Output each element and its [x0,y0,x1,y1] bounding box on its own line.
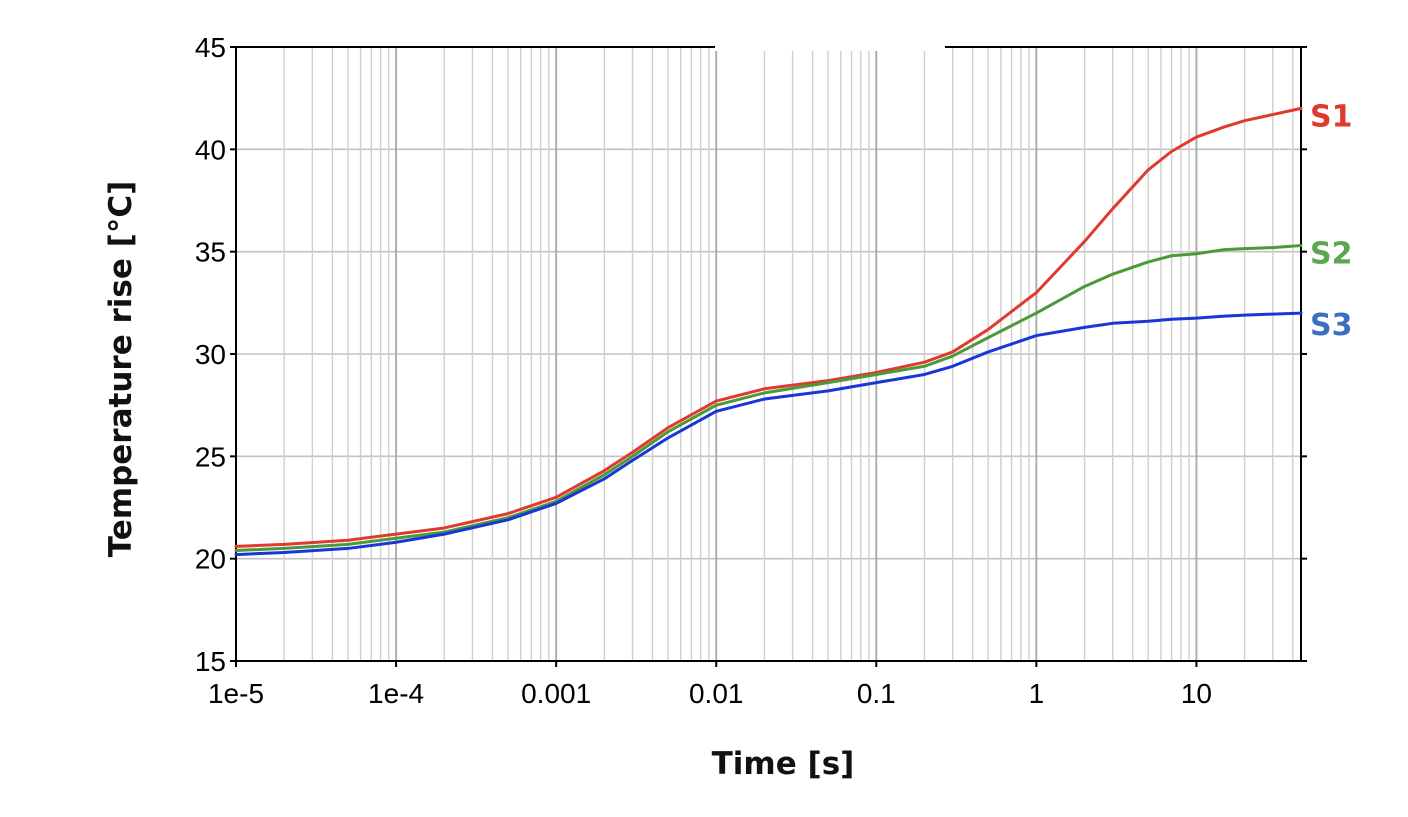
y-tick-label: 45 [195,32,226,63]
series-line-s2 [234,244,1303,552]
x-tick-label: 0.01 [689,678,744,709]
x-tick-label: 0.001 [521,678,591,709]
x-tick-label: 1e-4 [368,678,424,709]
y-axis-title: Temperature rise [°C] [103,181,139,558]
y-tick-label: 20 [195,544,226,575]
y-tick-label: 30 [195,339,226,370]
x-tick-label: 1e-5 [208,678,264,709]
frame-gap [715,43,945,51]
x-tick-label: 1 [1029,678,1045,709]
series-layer [234,106,1303,557]
axis-layer: 15 20 25 30 35 40 45 1e-5 1e-4 0.001 0.01 0.1 1 10 [195,32,1307,709]
x-axis-title: Time [s] [712,746,855,782]
y-tick-label: 25 [195,441,226,472]
series-label-s1: S1 [1310,99,1352,134]
x-tick-label: 0.1 [857,678,896,709]
series-label-s2: S2 [1310,237,1352,272]
grid-layer [235,46,1301,662]
label-layer: S1 S2 S3 [1310,99,1352,343]
y-tick-label: 40 [195,134,226,165]
y-tick-label: 15 [195,646,226,677]
series-line-s1 [234,106,1303,548]
x-tick-label: 10 [1181,678,1212,709]
series-label-s3: S3 [1310,308,1352,343]
series-line-s3 [234,311,1303,557]
y-tick-label: 35 [195,237,226,268]
